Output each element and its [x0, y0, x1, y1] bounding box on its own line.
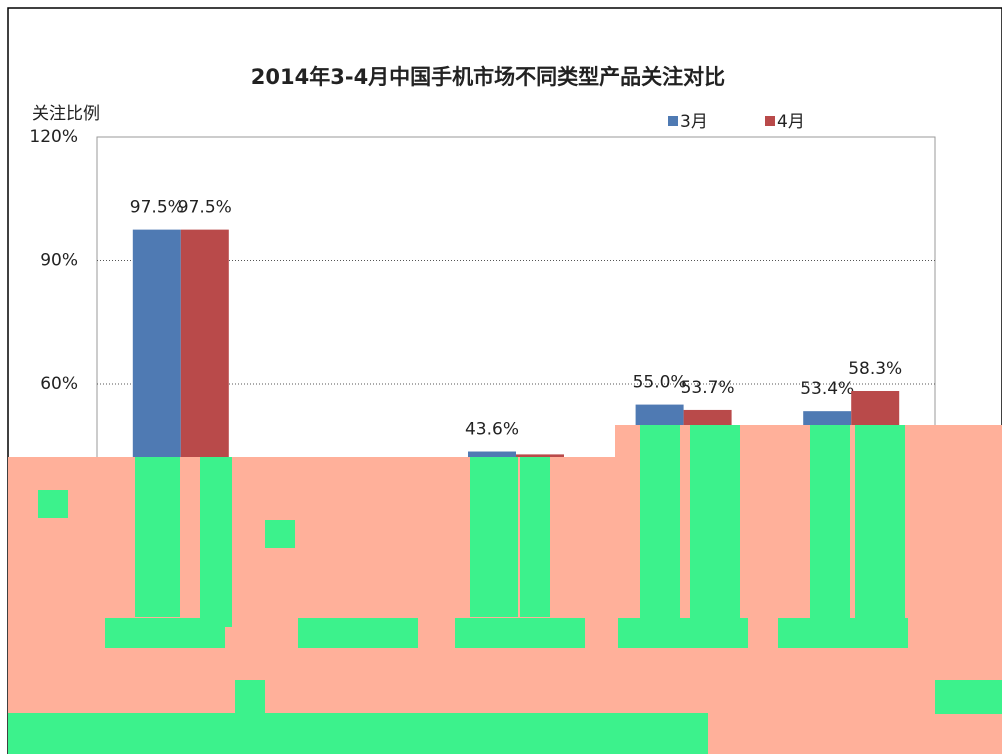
legend-swatch [765, 116, 775, 126]
overlay-block [935, 680, 1002, 714]
value-label: 97.5% [130, 198, 184, 218]
value-label: 53.7% [681, 378, 735, 398]
overlay-block [810, 425, 850, 620]
value-label: 53.4% [800, 379, 854, 399]
legend-swatch [668, 116, 678, 126]
y-tick-label: 120% [29, 127, 78, 147]
overlay-block [38, 490, 68, 518]
chart-title: 2014年3-4月中国手机市场不同类型产品关注对比 [251, 65, 725, 89]
overlay-block [265, 520, 295, 548]
overlay-block [455, 618, 585, 648]
y-tick-label: 60% [40, 374, 78, 394]
overlay-block [200, 457, 232, 627]
overlay-block [855, 425, 905, 620]
value-label: 43.6% [465, 420, 519, 440]
overlay-block [105, 618, 225, 648]
y-tick-label: 90% [40, 251, 78, 271]
overlay-block [235, 680, 265, 720]
legend-label: 4月 [777, 112, 805, 132]
value-label: 58.3% [848, 359, 902, 379]
y-axis-title: 关注比例 [32, 104, 100, 124]
legend-label: 3月 [680, 112, 708, 132]
overlay-block [520, 457, 550, 617]
overlay-block [298, 618, 418, 648]
value-label: 55.0% [633, 373, 687, 393]
overlay-block [640, 425, 680, 620]
overlay-block [8, 713, 708, 754]
overlay-block [778, 618, 908, 648]
overlay-block [470, 457, 518, 617]
overlay-block [690, 425, 740, 620]
overlay-block [618, 618, 748, 648]
value-label: 97.5% [178, 198, 232, 218]
overlay-block [135, 457, 180, 617]
